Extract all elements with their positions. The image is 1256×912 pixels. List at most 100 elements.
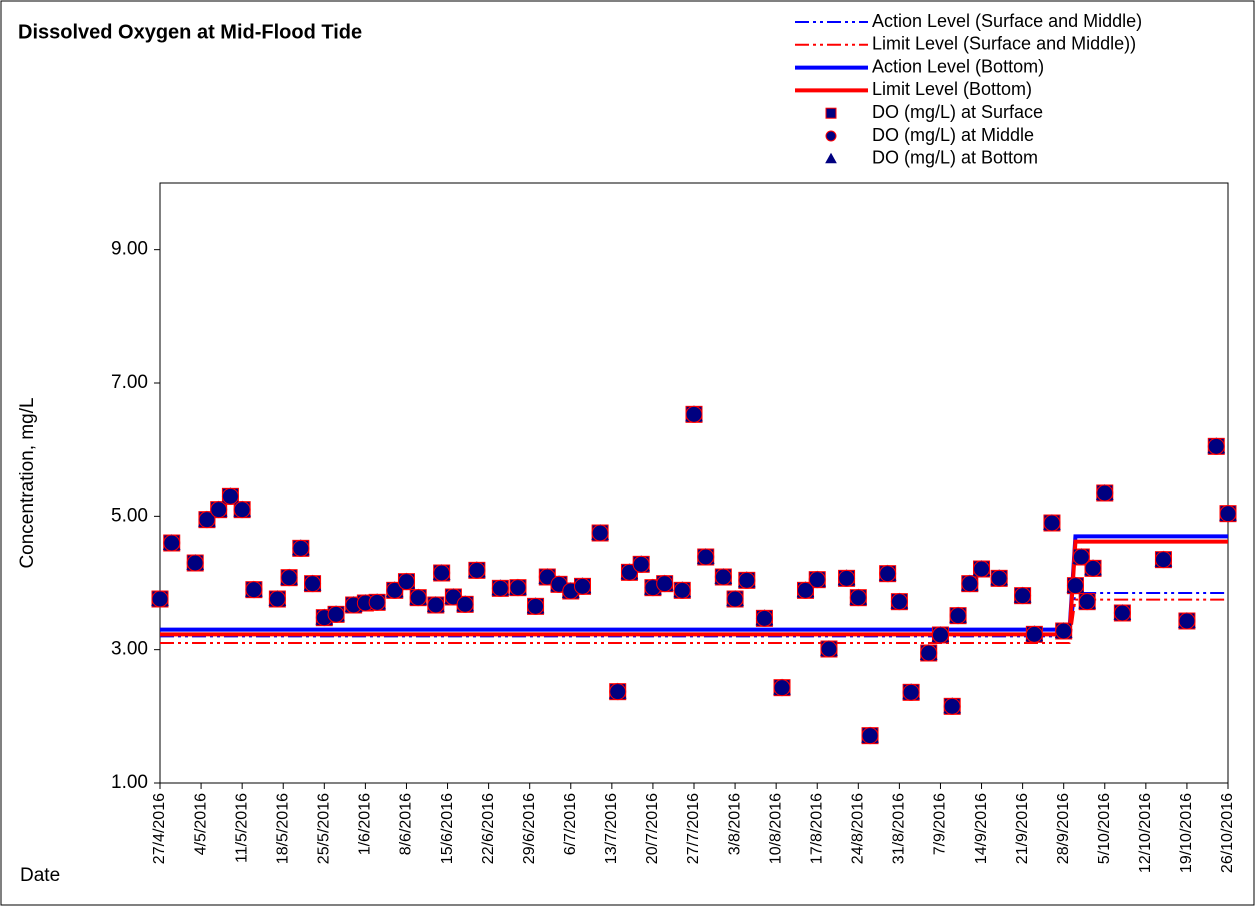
x-tick-label: 11/5/2016 <box>233 793 250 863</box>
x-tick-label: 27/7/2016 <box>685 793 702 864</box>
data-point <box>609 683 627 701</box>
data-point <box>245 581 263 599</box>
data-point <box>685 405 703 423</box>
y-axis-label: Concentration, mg/L <box>17 397 38 568</box>
legend-label: DO (mg/L) at Surface <box>872 102 1043 122</box>
x-tick-label: 24/8/2016 <box>850 793 867 864</box>
data-point <box>1055 622 1073 640</box>
x-tick-label: 14/9/2016 <box>973 793 990 864</box>
data-point <box>456 595 474 613</box>
limit-line <box>160 598 1228 644</box>
data-point <box>210 501 228 519</box>
x-tick-label: 26/10/2016 <box>1219 793 1236 873</box>
data-point <box>327 605 345 623</box>
y-tick-label: 3.00 <box>111 639 148 660</box>
x-tick-label: 29/6/2016 <box>521 793 538 864</box>
data-point <box>738 571 756 589</box>
data-point <box>509 579 527 597</box>
data-point <box>1207 437 1225 455</box>
data-point <box>726 590 744 608</box>
data-point <box>820 640 838 658</box>
data-point <box>163 534 181 552</box>
data-point <box>1084 559 1102 577</box>
legend-label: Limit Level (Bottom) <box>872 79 1032 99</box>
legend-swatch <box>825 130 837 142</box>
x-tick-label: 27/4/2016 <box>151 793 168 864</box>
x-tick-label: 19/10/2016 <box>1178 793 1195 873</box>
y-tick-label: 1.00 <box>111 772 148 793</box>
x-tick-label: 18/5/2016 <box>274 793 291 864</box>
legend-label: Action Level (Bottom) <box>872 56 1044 76</box>
x-tick-label: 5/10/2016 <box>1096 793 1113 864</box>
data-point <box>861 727 879 745</box>
data-point <box>198 511 216 529</box>
data-point <box>427 596 445 614</box>
data-point <box>151 590 169 608</box>
x-tick-label: 15/6/2016 <box>439 793 456 864</box>
data-point <box>1014 587 1032 605</box>
x-tick-label: 21/9/2016 <box>1014 793 1031 864</box>
legend-label: DO (mg/L) at Bottom <box>872 148 1038 168</box>
data-point <box>879 565 897 583</box>
data-point <box>1178 612 1196 630</box>
data-point <box>1078 593 1096 611</box>
data-point <box>1219 505 1237 523</box>
data-point <box>591 524 609 542</box>
x-tick-label: 3/8/2016 <box>726 793 743 855</box>
legend-label: Limit Level (Surface and Middle)) <box>872 34 1136 54</box>
data-point <box>943 697 961 715</box>
y-tick-label: 5.00 <box>111 505 148 526</box>
data-point <box>574 577 592 595</box>
x-tick-label: 22/6/2016 <box>480 793 497 864</box>
x-tick-label: 1/6/2016 <box>357 793 374 855</box>
data-point <box>433 564 451 582</box>
data-point <box>1043 514 1061 532</box>
data-point <box>491 579 509 597</box>
chart-title: Dissolved Oxygen at Mid-Flood Tide <box>18 21 362 43</box>
legend-swatch <box>825 107 837 119</box>
data-point <box>890 593 908 611</box>
data-point <box>368 593 386 611</box>
data-point <box>1066 577 1084 595</box>
x-tick-label: 17/8/2016 <box>808 793 825 864</box>
x-tick-label: 8/6/2016 <box>398 793 415 855</box>
data-point <box>233 501 251 519</box>
data-point <box>1025 625 1043 643</box>
x-tick-label: 12/10/2016 <box>1137 793 1154 873</box>
x-tick-label: 28/9/2016 <box>1055 793 1072 864</box>
x-tick-label: 10/8/2016 <box>767 793 784 864</box>
data-point <box>1096 484 1114 502</box>
legend-swatch <box>825 152 837 164</box>
data-point <box>808 571 826 589</box>
data-point <box>849 589 867 607</box>
data-point <box>632 555 650 573</box>
data-point <box>773 679 791 697</box>
data-point <box>931 626 949 644</box>
data-point <box>468 561 486 579</box>
data-point <box>304 575 322 593</box>
data-point <box>620 563 638 581</box>
data-point <box>527 597 545 615</box>
data-point <box>1154 551 1172 569</box>
data-point <box>186 554 204 572</box>
x-tick-label: 13/7/2016 <box>603 793 620 864</box>
x-tick-label: 6/7/2016 <box>562 793 579 855</box>
y-tick-label: 9.00 <box>111 239 148 260</box>
data-point <box>656 575 674 593</box>
data-point <box>838 569 856 587</box>
data-point <box>755 609 773 627</box>
data-point <box>902 683 920 701</box>
data-point <box>280 569 298 587</box>
legend-label: Action Level (Surface and Middle) <box>872 11 1142 31</box>
x-tick-label: 20/7/2016 <box>644 793 661 864</box>
data-point <box>697 548 715 566</box>
x-tick-label: 25/5/2016 <box>316 793 333 864</box>
data-point <box>292 539 310 557</box>
data-point <box>397 573 415 591</box>
data-point <box>673 581 691 599</box>
data-point <box>990 569 1008 587</box>
data-point <box>409 589 427 607</box>
data-point <box>920 644 938 662</box>
